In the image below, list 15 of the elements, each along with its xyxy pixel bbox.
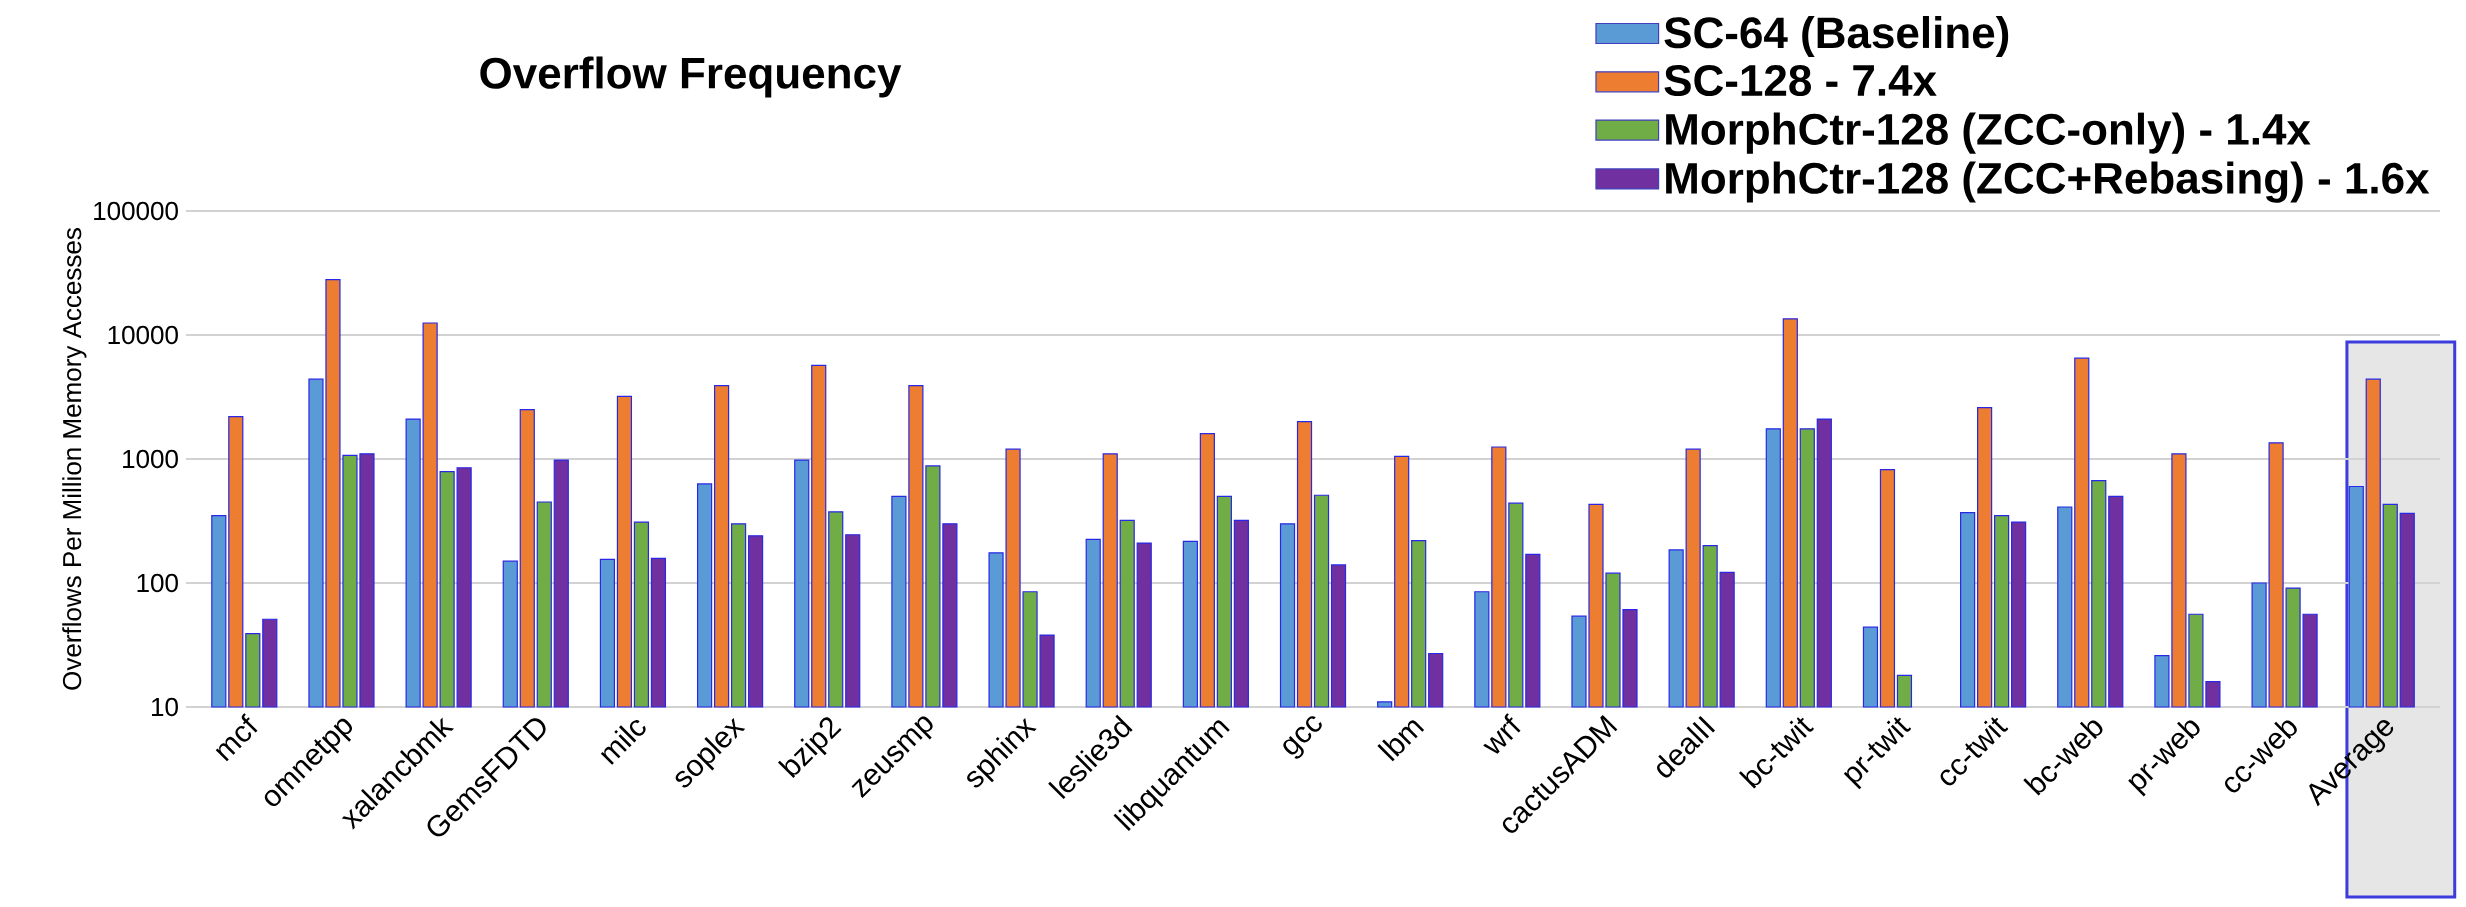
x-tick-label: lbm: [1377, 720, 1425, 762]
chart-title: Overflow Frequency: [480, 56, 902, 98]
y-tick-label: 10: [152, 697, 178, 717]
y-axis-title: Overflows Per Million Memory Accesses: [62, 228, 87, 690]
y-tick-label: 100000: [94, 201, 178, 221]
x-tick-label: milc: [600, 720, 646, 765]
legend-label: MorphCtr-128 (ZCC+Rebasing) - 1.6x: [1666, 161, 2430, 203]
y-tick-label: 100: [137, 573, 178, 593]
x-tick-label: mcf: [215, 713, 258, 762]
legend-label: SC-64 (Baseline): [1664, 16, 2009, 58]
y-tick-label: 1000: [123, 449, 178, 469]
y-tick-label: 10000: [108, 325, 178, 345]
legend-label: MorphCtr-128 (ZCC-only) - 1.4x: [1666, 112, 2311, 154]
x-tick-label: gcc: [1283, 716, 1322, 759]
legend-label: SC-128 - 7.4x: [1664, 64, 1937, 97]
